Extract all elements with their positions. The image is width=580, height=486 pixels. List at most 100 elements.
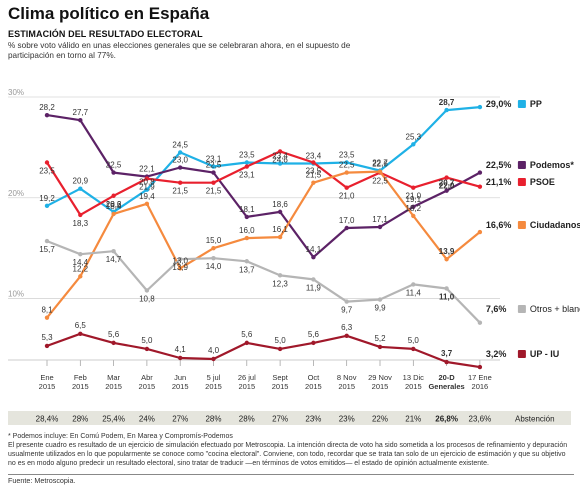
data-label: 22,6 xyxy=(372,160,388,169)
data-point xyxy=(144,176,150,181)
data-point xyxy=(444,359,449,365)
x-tick-line2: 2015 xyxy=(238,382,255,391)
abstention-value: 27% xyxy=(172,415,188,424)
abstention-value: 22% xyxy=(372,415,388,424)
data-point xyxy=(477,184,483,189)
data-point xyxy=(78,212,83,218)
abstention-band xyxy=(8,411,571,425)
x-tick-line1: Mar xyxy=(107,373,120,382)
x-tick-line1: 8 Nov xyxy=(337,373,357,382)
data-point xyxy=(244,235,249,241)
x-tick-line2: 2015 xyxy=(305,382,322,391)
x-tick-line2: 2015 xyxy=(405,382,422,391)
data-point xyxy=(244,340,249,346)
data-label: 21,5 xyxy=(206,187,222,196)
data-label: 18,2 xyxy=(406,204,422,213)
data-label: 20,7 xyxy=(439,179,455,188)
x-tick-label: 13 Dic 2015 xyxy=(403,373,425,391)
data-label: 16,0 xyxy=(239,226,255,235)
data-label: 16,1 xyxy=(272,225,288,234)
chart-description: % sobre voto válido en unas elecciones g… xyxy=(8,41,351,60)
data-label: 6,5 xyxy=(75,321,87,330)
data-label: 23,1 xyxy=(239,171,255,180)
x-tick-line2: 2016 xyxy=(472,382,489,391)
x-tick-line1: Ene xyxy=(40,373,53,382)
data-label: 6,3 xyxy=(341,323,353,332)
series-name: PP xyxy=(530,99,542,109)
data-label: 18,6 xyxy=(272,200,288,209)
data-label: 8,1 xyxy=(41,306,53,315)
data-label: 4,1 xyxy=(175,345,187,354)
data-point xyxy=(377,297,383,302)
abstention-value: 28% xyxy=(239,415,255,424)
data-point xyxy=(411,204,416,210)
data-label: 3,7 xyxy=(441,349,453,358)
series-name: PSOE xyxy=(530,177,555,187)
series-line-2 xyxy=(45,150,481,216)
data-label: 14,4 xyxy=(73,258,89,267)
x-tick-line1: 26 jul xyxy=(238,373,256,382)
data-point xyxy=(111,211,116,217)
data-label: 9,7 xyxy=(341,306,353,315)
data-label: 15,7 xyxy=(39,245,55,254)
data-label: 22,5 xyxy=(206,161,222,170)
x-tick-line1: 17 Ene xyxy=(468,373,492,382)
data-label: 13,7 xyxy=(239,265,255,274)
y-tick-label: 30% xyxy=(8,88,24,97)
data-point xyxy=(277,149,283,154)
data-point xyxy=(344,185,349,190)
x-tick-line2: 2015 xyxy=(105,382,122,391)
chart-subtitle: ESTIMACIÓN DEL RESULTADO ELECTORAL xyxy=(8,29,203,39)
data-point xyxy=(78,117,83,123)
data-label: 5,6 xyxy=(241,330,253,339)
series-final-value: 16,6% xyxy=(486,220,512,230)
data-label: 14,0 xyxy=(206,262,222,271)
series-line-3 xyxy=(45,170,481,319)
footnote: * Podemos incluye: En Comú Podem, En Mar… xyxy=(8,433,233,440)
data-label: 12,3 xyxy=(272,279,288,288)
x-tick-label: Abr 2015 xyxy=(139,373,156,391)
x-tick-label: Jun 2015 xyxy=(172,373,189,391)
data-point xyxy=(244,160,249,165)
chart-title: Clima político en España xyxy=(8,4,210,23)
x-tick-line1: Oct xyxy=(308,373,321,382)
source-divider xyxy=(8,474,574,475)
data-label: 11,0 xyxy=(439,292,455,301)
data-point xyxy=(477,364,483,370)
y-tick-label: 20% xyxy=(8,189,24,198)
data-label: 20,8 xyxy=(139,178,155,187)
series-lines xyxy=(44,104,483,370)
series-marker xyxy=(517,305,526,313)
data-label: 23,1 xyxy=(206,155,222,164)
data-point xyxy=(344,333,349,339)
data-point xyxy=(444,257,449,262)
x-tick-label: Mar 2015 xyxy=(105,373,122,391)
data-label: 5,2 xyxy=(374,334,386,343)
data-point xyxy=(44,160,50,165)
data-point xyxy=(311,277,316,282)
data-point xyxy=(444,107,449,113)
data-label: 21,0 xyxy=(339,192,355,201)
data-point xyxy=(377,224,383,230)
abstention-value: 26,8% xyxy=(435,415,458,424)
data-point xyxy=(44,112,50,118)
data-label: 23,0 xyxy=(172,156,188,165)
data-label: 14,1 xyxy=(306,245,322,254)
series-line-4 xyxy=(45,240,481,324)
data-label: 20,2 xyxy=(106,200,122,209)
data-label: 4,0 xyxy=(208,346,220,355)
data-point xyxy=(178,266,183,271)
data-label: 19,4 xyxy=(139,192,155,201)
x-tick-line2: 2015 xyxy=(338,382,355,391)
data-labels: 19,2 20,9 18,6 20,8 24,5 23,1 23,5 23,4 23,4 23,5… xyxy=(39,98,455,358)
series-name: UP - IU xyxy=(530,349,559,359)
x-tick-label: 8 Nov 2015 xyxy=(337,373,357,391)
x-tick-line2: 2015 xyxy=(272,382,289,391)
data-label: 22,7 xyxy=(372,159,388,168)
source-note: Fuente: Metroscopia. xyxy=(8,476,76,485)
data-label: 5,0 xyxy=(141,336,153,345)
series-final-value: 7,6% xyxy=(486,304,507,314)
series-line-5 xyxy=(45,332,481,369)
series-final-value: 3,2% xyxy=(486,349,507,359)
